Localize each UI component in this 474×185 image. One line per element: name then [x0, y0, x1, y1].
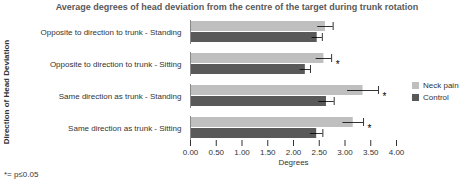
svg-text:*: * [336, 59, 340, 70]
svg-text:3.00: 3.00 [337, 148, 353, 157]
svg-text:0.50: 0.50 [208, 148, 224, 157]
svg-text:Opposite to direction to trunk: Opposite to direction to trunk - Sitting [50, 60, 182, 69]
svg-text:2.00: 2.00 [286, 148, 302, 157]
html-text:*= p≤0.05: *= p≤0.05 [4, 170, 39, 179]
svg-text:1.00: 1.00 [234, 148, 250, 157]
svg-text:2.50: 2.50 [311, 148, 327, 157]
svg-text:Degrees: Degrees [278, 158, 308, 167]
svg-text:3.50: 3.50 [363, 148, 379, 157]
svg-text:Same direction as trunk - Stan: Same direction as trunk - Standing [59, 92, 182, 101]
html-text:Average degrees of head deviat: Average degrees of head deviation from t… [55, 2, 419, 12]
html-text:Direction of Head Deviation: Direction of Head Deviation [1, 39, 11, 144]
html-text:Neck pain: Neck pain [423, 81, 459, 90]
svg-text:0.00: 0.00 [183, 148, 199, 157]
svg-text:*: * [368, 123, 372, 134]
svg-text:4.00: 4.00 [389, 148, 405, 157]
svg-text:Opposite to direction to trunk: Opposite to direction to trunk - Standin… [41, 28, 182, 37]
html-text:Control: Control [423, 93, 449, 102]
svg-text:*: * [383, 91, 387, 102]
svg-text:Same direction as trunk - Sitt: Same direction as trunk - Sitting [68, 124, 181, 133]
svg-text:1.50: 1.50 [260, 148, 276, 157]
